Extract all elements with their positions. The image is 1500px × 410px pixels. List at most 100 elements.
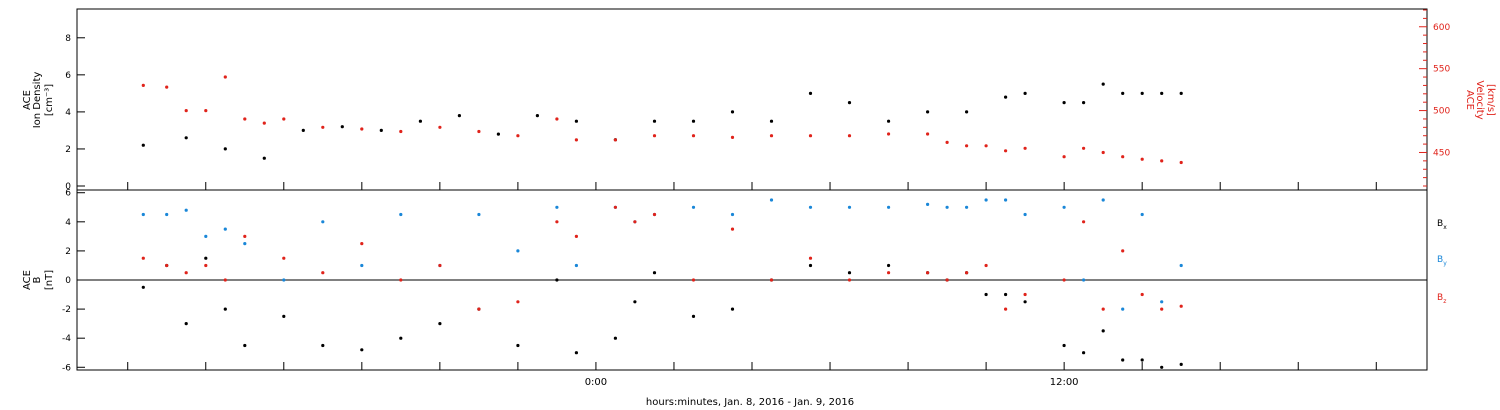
by-point [141, 212, 145, 217]
by-point [1140, 212, 1144, 217]
bottom-ytick-label: 6 [65, 189, 71, 199]
velocity-point [516, 134, 520, 138]
by-point [1121, 307, 1125, 311]
bx-point [887, 263, 891, 268]
b-field-label-line1: ACE [22, 270, 33, 290]
ion-density-point [262, 156, 266, 160]
bx-point [204, 256, 208, 260]
velocity-point [1121, 155, 1125, 159]
velocity-label: ACE Velocity [km/s] [1464, 80, 1496, 119]
by-point [321, 220, 325, 224]
b-legend: Bx By Bz [1437, 219, 1447, 305]
by-point [887, 205, 891, 209]
bx-point [1082, 351, 1086, 355]
bz-point [1023, 292, 1027, 297]
ion-density-point [496, 132, 500, 136]
bx-point [847, 271, 852, 275]
ion-density-point [535, 114, 540, 118]
top-panel-frame [76, 8, 1428, 191]
top-ytick-label: 8 [65, 34, 71, 44]
bx-point [399, 336, 403, 340]
b-field-label-line3: [nT] [44, 270, 55, 290]
by-point [808, 205, 813, 209]
bottom-ytick-label: 0 [65, 276, 71, 286]
bx-point [282, 314, 286, 318]
velocity-point [1082, 146, 1086, 150]
bx-point [1121, 358, 1125, 362]
ion-density-point [457, 114, 461, 118]
velocity-point [1179, 160, 1183, 165]
bz-point [243, 234, 247, 238]
bz-point [184, 271, 188, 275]
ion-density-point [574, 119, 579, 123]
bx-point [1023, 300, 1027, 304]
velocity-point [477, 129, 481, 134]
bz-point [847, 278, 852, 282]
ion-density-point [1121, 91, 1125, 95]
b-field-label: ACE B [nT] [22, 270, 55, 290]
bz-point [477, 307, 481, 311]
ion-density-point [1160, 91, 1164, 95]
bx-point [633, 300, 637, 304]
bottom-ytick-label: 4 [65, 218, 71, 228]
bottom-ytick-label: -4 [62, 334, 71, 344]
by-point [282, 278, 286, 282]
xtick-label: 12:00 [1050, 377, 1079, 388]
by-point [1179, 263, 1183, 268]
velocity-point [223, 75, 227, 79]
ion-density-point [1004, 95, 1008, 99]
bx-point [1062, 343, 1066, 348]
velocity-point [769, 134, 774, 138]
bz-point [1121, 249, 1125, 253]
bx-point [223, 307, 227, 311]
bz-point [360, 242, 364, 246]
bz-point [282, 256, 286, 260]
velocity-point [1160, 159, 1164, 163]
bz-point [769, 278, 774, 282]
by-point [769, 198, 774, 202]
ion-density-label-line3: [cm⁻³] [44, 84, 55, 116]
bz-point [984, 263, 988, 268]
bx-point [243, 343, 247, 348]
top-ytick-label: 6 [65, 71, 71, 81]
bz-point [730, 227, 735, 231]
velocity-point [945, 140, 949, 144]
ion-density-label-line1: ACE [22, 90, 33, 110]
bz-point [613, 205, 618, 209]
ion-density-point [223, 147, 227, 151]
velocity-point [360, 127, 364, 131]
by-point [165, 212, 169, 217]
legend-bx: Bx [1437, 219, 1447, 231]
by-point [360, 263, 364, 268]
velocity-point [1023, 146, 1027, 150]
bx-point [808, 263, 813, 268]
velocity-point [1004, 149, 1008, 153]
velocity-point [613, 138, 618, 142]
ion-density-label: ACE Ion Density [cm⁻³] [22, 72, 55, 129]
bz-point [1082, 220, 1086, 224]
bx-point [984, 292, 988, 297]
bottom-ytick-label: -6 [62, 363, 71, 373]
by-point [1160, 300, 1164, 304]
by-point [965, 205, 969, 209]
ion-density-point [887, 119, 891, 123]
bx-point [1004, 292, 1008, 297]
velocity-point [438, 125, 442, 129]
bz-point [652, 212, 657, 217]
by-point [477, 212, 481, 217]
bottom-panel-marks [141, 198, 1183, 369]
by-point [399, 212, 403, 217]
bx-point [691, 314, 696, 318]
by-point [1101, 198, 1105, 202]
velocity-point [808, 134, 813, 138]
by-point [1082, 278, 1086, 282]
ion-density-point [965, 110, 969, 114]
velocity-point [243, 117, 247, 121]
bz-point [574, 234, 579, 238]
bx-point [652, 271, 657, 275]
velocity-point [1062, 155, 1066, 159]
bx-point [555, 278, 559, 282]
bx-point [1179, 362, 1183, 366]
top-y2tick-label: 550 [1433, 65, 1450, 75]
